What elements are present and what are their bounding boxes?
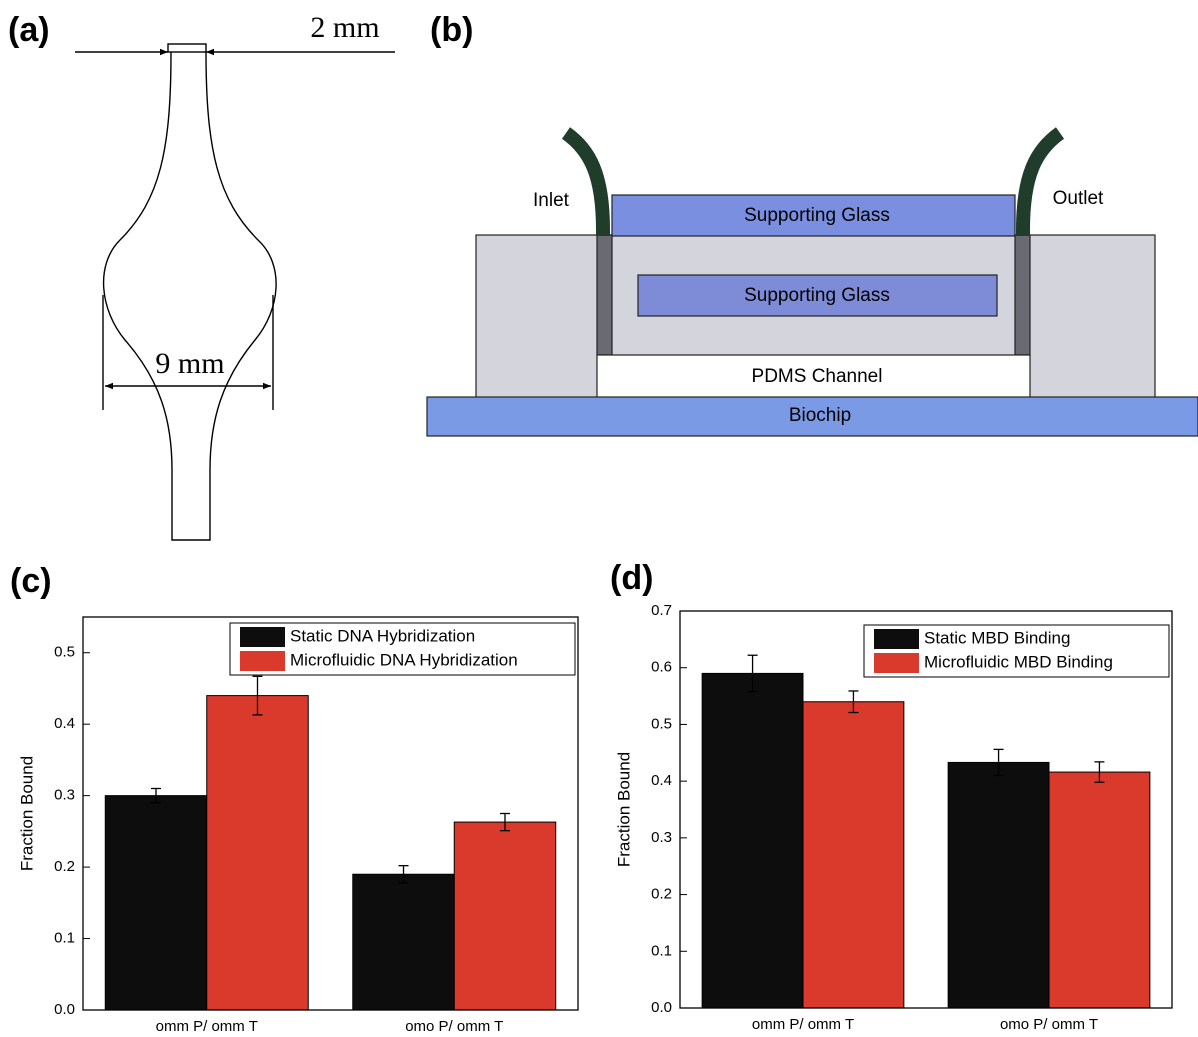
bar — [803, 702, 904, 1008]
y-tick-label: 0.2 — [54, 858, 75, 875]
y-axis-label: Fraction Bound — [614, 752, 633, 867]
y-tick-label: 0.5 — [54, 644, 75, 661]
y-tick-label: 0.1 — [651, 942, 672, 959]
y-tick-label: 0.4 — [651, 772, 672, 789]
x-tick-label: omm P/ omm T — [156, 1018, 258, 1035]
bar — [1049, 772, 1150, 1008]
y-tick-label: 0.3 — [651, 829, 672, 846]
panel-label: (c) — [10, 562, 52, 600]
outlet-label: Outlet — [1053, 188, 1104, 209]
legend-label: Static MBD Binding — [924, 628, 1070, 647]
figure: (a) 2 mm 9 mm (b) Inlet Outlet Supportin… — [0, 0, 1198, 1037]
dimension-label: 9 mm — [155, 347, 224, 380]
legend-swatch — [240, 651, 285, 671]
bar — [948, 762, 1049, 1008]
panel-label: (d) — [610, 559, 653, 597]
legend-swatch — [240, 627, 285, 647]
bar — [353, 874, 454, 1010]
y-tick-label: 0.7 — [651, 602, 672, 619]
bar — [454, 822, 555, 1010]
y-axis-label: Fraction Bound — [17, 756, 36, 871]
y-tick-label: 0.5 — [651, 715, 672, 732]
x-tick-label: omo P/ omm T — [1000, 1016, 1098, 1033]
bar — [207, 696, 308, 1010]
flask-drawing — [75, 44, 395, 540]
y-tick-label: 0.0 — [651, 999, 672, 1016]
legend-label: Microfluidic DNA Hybridization — [290, 650, 518, 669]
glass-label: Supporting Glass — [744, 285, 890, 306]
legend-swatch — [874, 653, 919, 673]
legend-label: Microfluidic MBD Binding — [924, 652, 1113, 671]
glass-label: Supporting Glass — [744, 205, 890, 226]
x-tick-label: omm P/ omm T — [752, 1016, 854, 1033]
y-tick-label: 0.2 — [651, 886, 672, 903]
inlet-label: Inlet — [533, 190, 570, 211]
x-tick-label: omo P/ omm T — [405, 1018, 503, 1035]
dimension-label: 2 mm — [310, 11, 379, 44]
panel-label: (b) — [430, 11, 473, 49]
bar — [702, 673, 803, 1008]
legend-swatch — [874, 629, 919, 649]
legend-label: Static DNA Hybridization — [290, 626, 475, 645]
panel-label: (a) — [8, 11, 50, 49]
y-tick-label: 0.3 — [54, 787, 75, 804]
y-tick-label: 0.6 — [651, 659, 672, 676]
y-tick-label: 0.1 — [54, 930, 75, 947]
channel-label: PDMS Channel — [752, 366, 883, 387]
biochip-label: Biochip — [789, 405, 851, 426]
y-tick-label: 0.0 — [54, 1001, 75, 1018]
bar — [105, 796, 206, 1010]
y-tick-label: 0.4 — [54, 715, 75, 732]
